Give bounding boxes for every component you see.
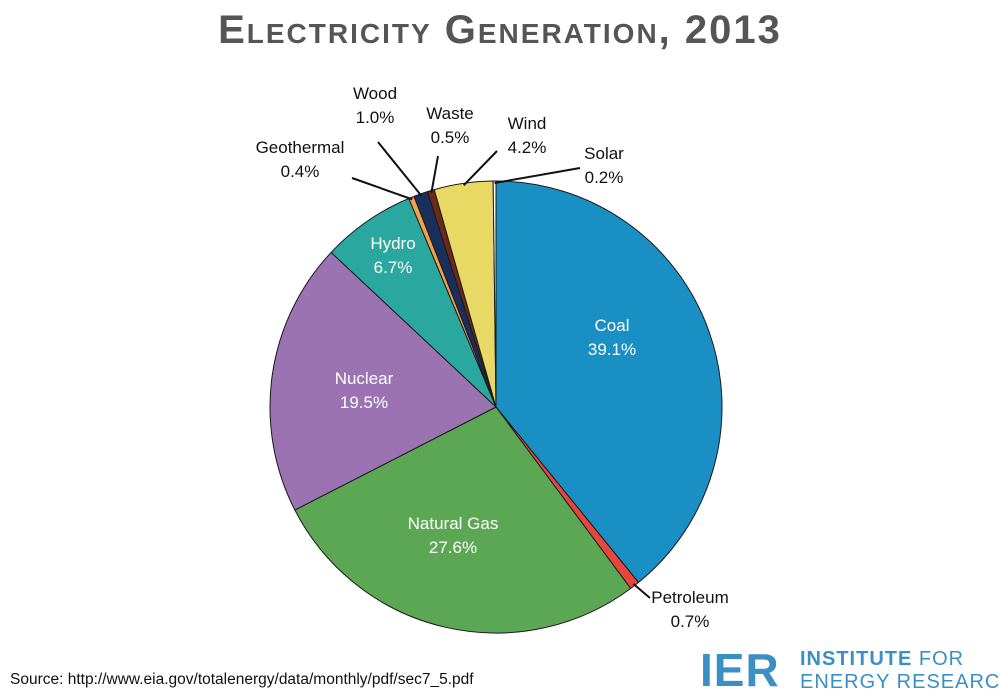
logo-line-1b: FOR <box>918 648 965 670</box>
slice-name-geothermal: Geothermal <box>256 138 345 157</box>
slice-value-geothermal: 0.4% <box>281 162 320 181</box>
pie-slice-coal <box>495 180 723 583</box>
leader-line-geothermal <box>351 177 413 201</box>
logo-line-1: INSTITUTE FOR <box>800 648 964 670</box>
pie-slices <box>269 180 723 634</box>
leader-line-solar <box>494 167 581 184</box>
pie-slice-natural-gas <box>294 406 632 634</box>
slice-name-solar: Solar <box>584 144 624 163</box>
leader-line-wood <box>377 141 423 197</box>
slice-value-wind: 4.2% <box>508 138 547 157</box>
logo-line-2: ENERGY RESEARCH <box>800 671 1000 693</box>
slice-name-natural-gas: Natural Gas <box>408 514 499 533</box>
leader-lines <box>351 141 651 599</box>
slice-name-wood: Wood <box>353 84 397 103</box>
pie-slice-nuclear <box>269 251 497 511</box>
slice-value-petroleum: 0.7% <box>671 612 710 631</box>
pie-slice-solar <box>492 180 497 408</box>
slice-value-coal: 39.1% <box>588 340 636 359</box>
slice-value-waste: 0.5% <box>431 128 470 147</box>
slice-name-wind: Wind <box>508 114 547 133</box>
chart-title: Electricity Generation, 2013 <box>218 8 782 52</box>
leader-line-wind <box>462 150 498 187</box>
slice-name-coal: Coal <box>595 316 630 335</box>
slice-name-petroleum: Petroleum <box>651 588 728 607</box>
slice-value-solar: 0.2% <box>585 168 624 187</box>
slice-value-natural-gas: 27.6% <box>429 538 477 557</box>
slice-value-hydro: 6.7% <box>374 258 413 277</box>
source-note: Source: http://www.eia.gov/totalenergy/d… <box>10 671 474 688</box>
slice-name-hydro: Hydro <box>370 234 415 253</box>
logo-mark: IER <box>700 644 780 696</box>
slice-labels: Coal 39.1% Petroleum 0.7% Natural Gas 27.6% Nu… <box>256 84 729 631</box>
slice-name-nuclear: Nuclear <box>335 369 394 388</box>
leader-line-waste <box>430 155 439 193</box>
logo-line-1a: INSTITUTE <box>800 648 913 670</box>
slice-value-wood: 1.0% <box>356 108 395 127</box>
leader-line-petroleum <box>632 583 651 599</box>
slice-name-waste: Waste <box>426 104 474 123</box>
slice-value-nuclear: 19.5% <box>340 393 388 412</box>
ier-logo: IER INSTITUTE FOR ENERGY RESEARCH <box>700 644 1000 696</box>
